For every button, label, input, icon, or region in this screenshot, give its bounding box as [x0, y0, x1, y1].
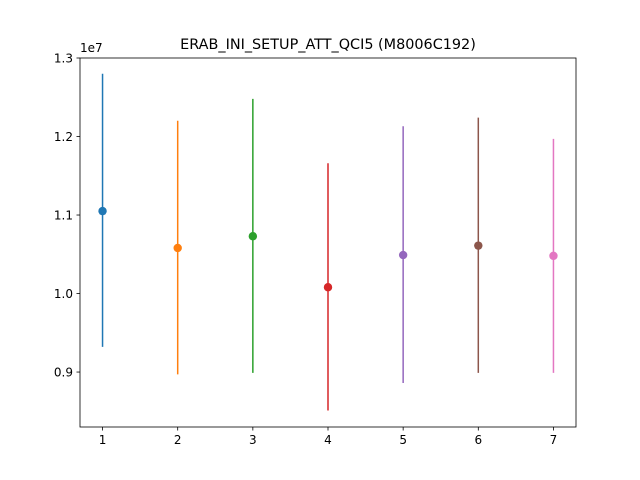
x-tick-label-6: 6	[474, 433, 482, 447]
y-axis-offset-label: 1e7	[80, 41, 103, 55]
data-point-6	[474, 241, 483, 250]
chart-title: ERAB_INI_SETUP_ATT_QCI5 (M8006C192)	[180, 37, 476, 53]
x-tick-label-2: 2	[174, 433, 182, 447]
x-tick-label-7: 7	[550, 433, 558, 447]
y-tick-label-1: 0.9	[54, 366, 73, 380]
y-tick-label-5: 1.3	[54, 52, 73, 66]
data-point-2	[173, 243, 182, 253]
data-point-1	[98, 206, 107, 216]
x-tick-label-1: 1	[99, 433, 107, 447]
y-tick-label-3: 1.1	[54, 209, 73, 223]
x-tick-label-5: 5	[399, 433, 407, 447]
plot-area: 1 2 3 4 5 6 7 0.9 1.0 1.1 1.2 1.3	[54, 52, 577, 447]
data-point-5	[398, 250, 408, 260]
data-point-4	[323, 283, 333, 292]
data-point-3	[248, 232, 258, 241]
y-tick-label-2: 1.0	[54, 287, 73, 301]
y-tick-label-4: 1.2	[54, 130, 73, 144]
x-tick-label-4: 4	[324, 433, 332, 447]
x-tick-label-3: 3	[249, 433, 257, 447]
data-point-7	[549, 251, 558, 261]
